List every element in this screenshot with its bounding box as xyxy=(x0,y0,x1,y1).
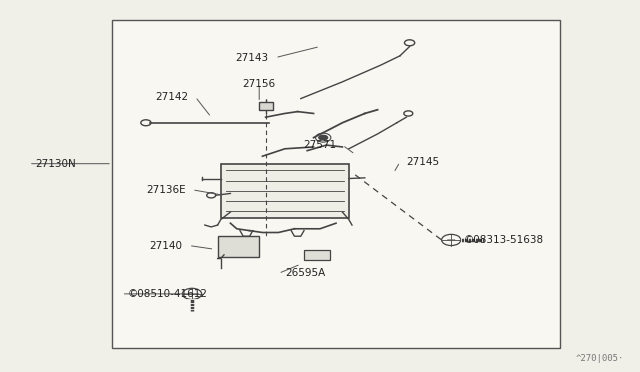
Text: 27140: 27140 xyxy=(149,241,182,250)
Text: 27130N: 27130N xyxy=(35,159,76,169)
Bar xyxy=(221,164,349,218)
Bar xyxy=(218,236,259,257)
Bar xyxy=(112,20,560,348)
Text: 27571: 27571 xyxy=(303,140,336,150)
Text: 27143: 27143 xyxy=(236,53,269,62)
Bar xyxy=(304,250,330,260)
Circle shape xyxy=(318,135,328,141)
Text: 27156: 27156 xyxy=(243,79,276,89)
Text: ^270|005·: ^270|005· xyxy=(575,354,624,363)
Text: ©08313-51638: ©08313-51638 xyxy=(464,235,544,245)
Text: 27145: 27145 xyxy=(406,157,440,167)
Text: ©08510-41612: ©08510-41612 xyxy=(128,289,208,299)
Text: 27136E: 27136E xyxy=(146,185,186,195)
Text: 27142: 27142 xyxy=(156,92,189,102)
Bar xyxy=(259,102,273,110)
Text: 26595A: 26595A xyxy=(285,269,325,278)
